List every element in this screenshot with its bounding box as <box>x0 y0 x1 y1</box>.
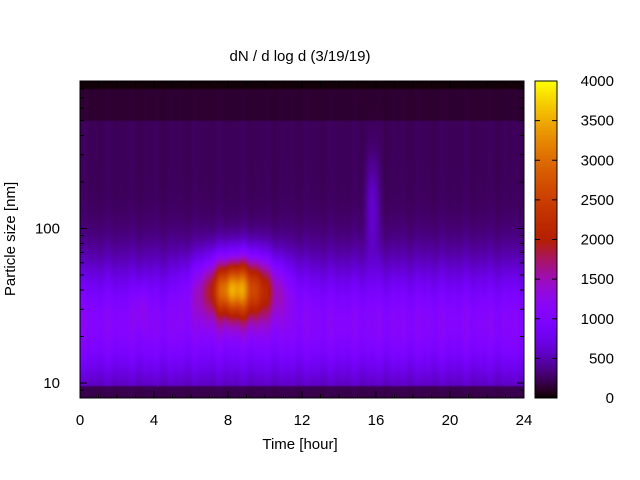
colorbar-tick-label: 1000 <box>581 311 614 328</box>
plot-area <box>79 80 525 399</box>
y-tick-label: 100 <box>35 220 60 237</box>
x-tick-label: 16 <box>368 412 385 429</box>
heatmap-cells <box>80 81 524 398</box>
y-tick-label: 10 <box>43 375 60 392</box>
colorbar: 0 500 1000 1500 2000 2500 3000 3500 4000 <box>534 73 614 407</box>
y-axis-label: Particle size [nm] <box>2 182 19 296</box>
x-tick-label: 4 <box>150 412 158 429</box>
colorbar-tick-label: 3000 <box>581 152 614 169</box>
y-axis: 10 100 <box>35 80 524 399</box>
chart-title: dN / d log d (3/19/19) <box>230 48 371 65</box>
colorbar-ticks: 0 500 1000 1500 2000 2500 3000 3500 4000 <box>535 73 614 407</box>
colorbar-tick-label: 500 <box>589 350 614 367</box>
x-tick-label: 20 <box>442 412 459 429</box>
colorbar-tick-label: 2000 <box>581 232 614 249</box>
colorbar-gradient <box>535 81 557 398</box>
x-tick-label: 0 <box>76 412 84 429</box>
x-tick-label: 12 <box>294 412 311 429</box>
x-axis: 0 4 8 12 16 20 24 <box>76 81 533 429</box>
colorbar-tick-label: 3500 <box>581 113 614 130</box>
colorbar-tick-label: 4000 <box>581 73 614 90</box>
colorbar-tick-label: 0 <box>606 390 614 407</box>
x-axis-label: Time [hour] <box>262 436 337 453</box>
x-tick-label: 24 <box>516 412 533 429</box>
colorbar-tick-label: 1500 <box>581 271 614 288</box>
x-tick-label: 8 <box>224 412 232 429</box>
colorbar-tick-label: 2500 <box>581 192 614 209</box>
